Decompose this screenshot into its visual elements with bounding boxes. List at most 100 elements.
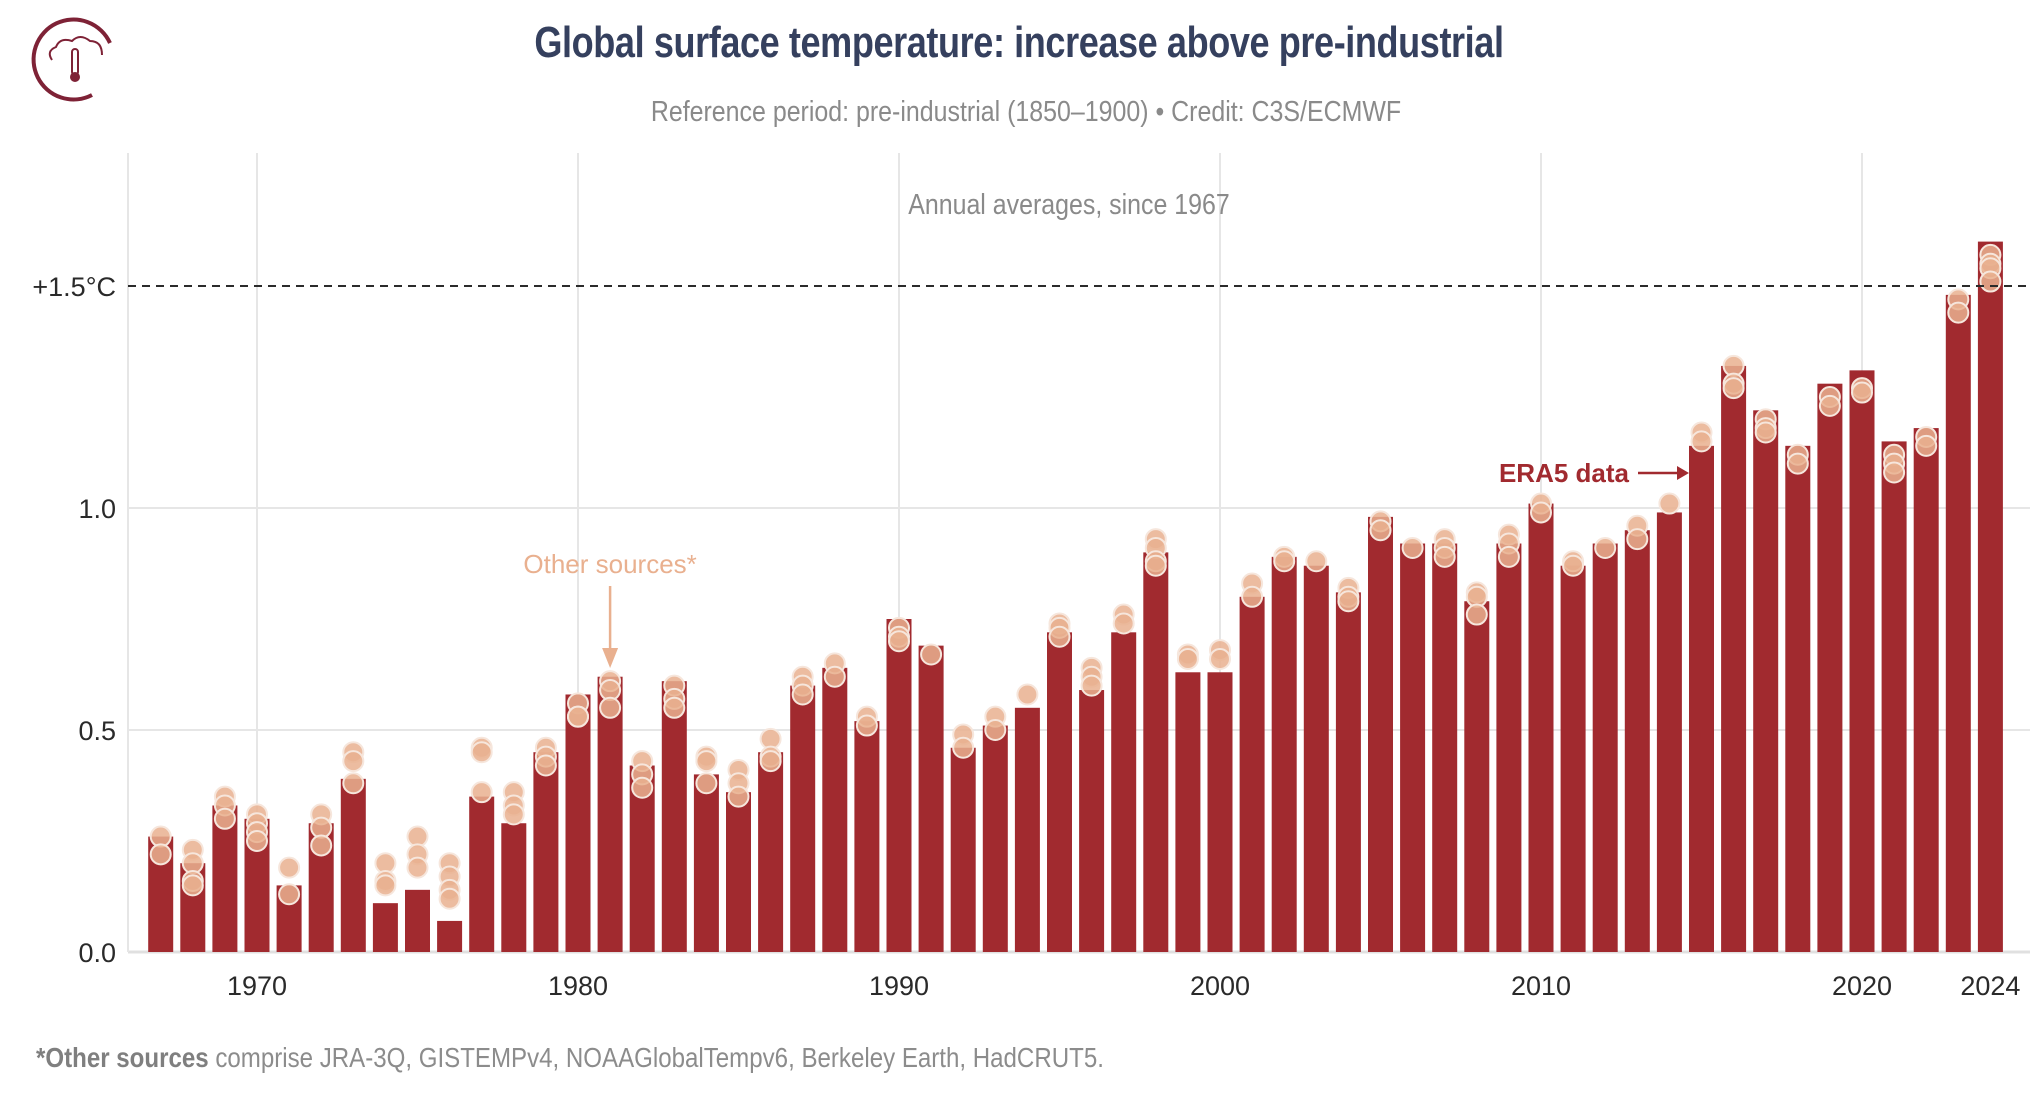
bar-era5-2012 bbox=[1592, 543, 1618, 952]
bar-era5-1990 bbox=[886, 619, 912, 952]
dot-other-sources-1990 bbox=[888, 630, 910, 653]
bar-era5-1987 bbox=[790, 685, 816, 952]
dot-other-sources-1971 bbox=[278, 883, 301, 906]
dot-other-sources-2005 bbox=[1369, 519, 1392, 542]
bar-era5-2020 bbox=[1849, 370, 1875, 952]
dot-other-sources-1998 bbox=[1144, 554, 1167, 577]
bar-era5-1992 bbox=[950, 747, 976, 952]
bar-era5-2015 bbox=[1689, 445, 1714, 952]
footnote-bold: *Other sources bbox=[36, 1042, 209, 1073]
dot-other-sources-2006 bbox=[1401, 536, 1424, 559]
other-sources-dots bbox=[149, 243, 2002, 910]
x-tick-label: 1990 bbox=[869, 971, 929, 1001]
bar-era5-1981 bbox=[597, 676, 623, 952]
chart-subtitle: Reference period: pre-industrial (1850–1… bbox=[650, 96, 1402, 128]
bar-era5-1974 bbox=[372, 903, 398, 952]
footnote-text: comprise JRA-3Q, GISTEMPv4, NOAAGlobalTe… bbox=[208, 1042, 1104, 1073]
bar-era5-1993 bbox=[982, 725, 1008, 952]
bar-era5-2004 bbox=[1335, 592, 1361, 952]
bar-era5-2001 bbox=[1239, 596, 1265, 952]
y-tick-label: 1.0 bbox=[78, 494, 116, 524]
bar-era5-2011 bbox=[1560, 565, 1586, 952]
dot-other-sources-2000 bbox=[1209, 647, 1231, 670]
footnote: *Other sources comprise JRA-3Q, GISTEMPv… bbox=[36, 1042, 1104, 1074]
dot-other-sources-2001 bbox=[1241, 585, 1264, 608]
dot-other-sources-1968 bbox=[181, 874, 204, 897]
dot-other-sources-1999 bbox=[1176, 647, 1199, 670]
dot-other-sources-1996 bbox=[1080, 674, 1103, 697]
annotation-era5: ERA5 data bbox=[1499, 458, 1689, 488]
dot-other-sources-1992 bbox=[952, 736, 975, 759]
bar-era5-2010 bbox=[1528, 503, 1554, 952]
bar-era5-2022 bbox=[1913, 428, 1939, 953]
bar-era5-1986 bbox=[758, 752, 784, 952]
bar-era5-2013 bbox=[1624, 530, 1650, 952]
bar-era5-1998 bbox=[1143, 552, 1169, 952]
bar-era5-1977 bbox=[469, 796, 495, 952]
bar-era5-2016 bbox=[1721, 365, 1747, 952]
bar-era5-1975 bbox=[405, 889, 430, 952]
dot-other-sources-2016 bbox=[1722, 377, 1745, 400]
dot-other-sources-1994 bbox=[1016, 683, 1039, 706]
annotation-other-sources: Other sources* bbox=[523, 549, 697, 668]
bar-era5-1979 bbox=[533, 752, 559, 952]
dot-other-sources-2004 bbox=[1337, 590, 1360, 613]
dot-other-sources-1982 bbox=[631, 776, 654, 799]
dot-other-sources-1969 bbox=[213, 807, 236, 830]
bar-era5-1996 bbox=[1079, 690, 1105, 952]
chart-title: Global surface temperature: increase abo… bbox=[534, 18, 1504, 67]
bar-era5-1991 bbox=[918, 645, 944, 952]
dot-other-sources-1985 bbox=[727, 785, 750, 808]
bar-era5-1983 bbox=[661, 681, 687, 952]
dot-other-sources-2013 bbox=[1626, 528, 1649, 551]
bar-era5-2008 bbox=[1464, 601, 1490, 952]
dot-other-sources-1975 bbox=[406, 856, 429, 879]
y-tick-label: 0.0 bbox=[78, 938, 116, 968]
bar-era5-1989 bbox=[854, 721, 880, 952]
bar-era5-2009 bbox=[1496, 543, 1522, 952]
dot-other-sources-2007 bbox=[1433, 545, 1456, 568]
x-tick-label: 2000 bbox=[1190, 971, 1250, 1001]
dot-other-sources-1976 bbox=[438, 887, 461, 910]
dot-other-sources-2024 bbox=[1979, 270, 2002, 293]
bar-era5-1973 bbox=[340, 778, 366, 952]
bar-era5-2000 bbox=[1207, 672, 1233, 952]
bar-era5-2014 bbox=[1656, 512, 1682, 952]
dot-other-sources-2010 bbox=[1530, 501, 1552, 524]
chart: 0.0 0.5 1.0 +1.5°C 1970 1980 1990 2000 2010 2020 2… bbox=[32, 153, 2030, 1001]
dot-other-sources-1983 bbox=[663, 696, 686, 719]
dot-other-sources-1991 bbox=[920, 643, 943, 666]
dot-other-sources-1971 bbox=[278, 856, 301, 879]
axes: 0.0 0.5 1.0 +1.5°C 1970 1980 1990 2000 2010 2020 2… bbox=[32, 272, 2030, 1001]
annotation-era5-label: ERA5 data bbox=[1499, 458, 1630, 488]
cloud-thermometer-icon bbox=[30, 15, 120, 105]
dot-other-sources-1970 bbox=[246, 830, 268, 852]
bar-era5-2024 bbox=[1977, 241, 2003, 953]
arrowhead-right-icon bbox=[1677, 466, 1689, 480]
dot-other-sources-1986 bbox=[759, 750, 782, 773]
x-tick-label: 2024 bbox=[1960, 971, 2020, 1001]
dot-other-sources-2018 bbox=[1786, 452, 1809, 475]
bar-era5-1978 bbox=[501, 823, 527, 952]
dot-other-sources-2011 bbox=[1562, 554, 1585, 577]
inner-title: Annual averages, since 1967 bbox=[908, 188, 1230, 220]
bar-era5-2003 bbox=[1303, 565, 1329, 952]
x-tick-label: 2020 bbox=[1832, 971, 1892, 1001]
dot-other-sources-2019 bbox=[1818, 394, 1841, 417]
dot-other-sources-2002 bbox=[1273, 550, 1296, 573]
bar-era5-1988 bbox=[822, 667, 848, 952]
bar-era5-2002 bbox=[1271, 556, 1297, 952]
x-tick-label: 1970 bbox=[227, 971, 287, 1001]
bar-era5-2021 bbox=[1881, 441, 1907, 952]
dot-other-sources-1974 bbox=[374, 874, 397, 897]
y-tick-label: +1.5°C bbox=[32, 272, 116, 302]
dot-other-sources-1972 bbox=[310, 834, 333, 857]
dot-other-sources-1973 bbox=[342, 750, 365, 773]
dot-other-sources-2015 bbox=[1690, 430, 1713, 453]
bar-era5-2023 bbox=[1945, 294, 1971, 952]
bar-era5-1984 bbox=[693, 774, 719, 952]
dot-other-sources-1984 bbox=[695, 750, 718, 773]
bar-era5-2007 bbox=[1432, 543, 1458, 952]
annotation-other-sources-label: Other sources* bbox=[523, 549, 696, 579]
bar-era5-1985 bbox=[726, 792, 751, 952]
